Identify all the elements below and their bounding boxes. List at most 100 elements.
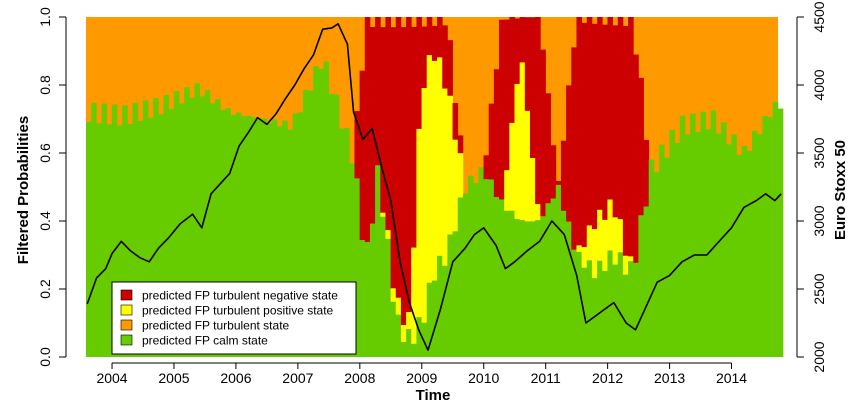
turbulent-negative-bar [385, 17, 391, 231]
probability-bars [86, 17, 784, 358]
calm-bar [302, 89, 309, 357]
calm-bar [540, 216, 546, 357]
calm-bar [344, 128, 350, 357]
turbulent-positive-bar [447, 95, 453, 235]
calm-bar [137, 120, 144, 357]
calm-bar [209, 103, 216, 357]
turbulent-negative-bar [535, 17, 541, 205]
turbulent-negative-bar [411, 26, 417, 248]
legend-label: predicted FP calm state [142, 334, 268, 348]
turbulent-positive-bar [416, 128, 422, 318]
calm-bar [674, 142, 681, 357]
calm-bar [271, 119, 278, 358]
y-left-tick-label: 0.0 [37, 347, 53, 367]
calm-bar [586, 260, 593, 357]
calm-bar [442, 265, 448, 357]
calm-bar [111, 104, 118, 357]
calm-bar [96, 123, 102, 357]
calm-bar [116, 125, 123, 357]
calm-bar [555, 184, 562, 357]
y-axis-right-title: Euro Stoxx 50 [832, 140, 849, 240]
calm-bar [690, 113, 696, 357]
calm-bar [411, 343, 417, 357]
x-axis-title: Time [416, 387, 451, 404]
turbulent-negative-bar [591, 23, 598, 230]
calm-bar [369, 223, 376, 357]
turbulent-negative-bar [493, 69, 500, 198]
turbulent-negative-bar [597, 17, 603, 210]
legend-swatch [120, 334, 133, 346]
y-right-tick-label: 4000 [811, 69, 827, 100]
turbulent-negative-bar [540, 49, 546, 217]
calm-bar [431, 280, 438, 357]
y-right-tick-label: 3000 [811, 205, 827, 236]
turbulent-negative-bar [529, 17, 536, 159]
calm-bar [261, 118, 268, 357]
turbulent-negative-bar [602, 24, 608, 220]
turbulent-negative-bar [576, 17, 583, 246]
calm-bar [163, 94, 170, 357]
calm-bar [731, 134, 737, 357]
turbulent-positive-bar [586, 225, 593, 261]
turbulent-negative-bar [390, 27, 397, 289]
calm-bar [416, 317, 422, 357]
calm-bar [426, 282, 433, 357]
calm-bar [256, 119, 262, 357]
y-right-tick-label: 4500 [811, 1, 827, 32]
turbulent-positive-bar [535, 204, 541, 221]
y-left-tick-label: 0.8 [37, 75, 53, 95]
calm-bar [277, 126, 283, 357]
calm-bar [576, 251, 583, 357]
calm-bar [189, 97, 195, 357]
calm-bar [91, 102, 97, 357]
calm-bar [86, 122, 92, 358]
calm-bar [705, 129, 712, 357]
y-right-tick-label: 2500 [811, 273, 827, 304]
turbulent-negative-bar [426, 17, 433, 56]
turbulent-positive-bar [617, 219, 624, 253]
calm-bar [560, 210, 567, 357]
turbulent-negative-bar [400, 27, 407, 326]
turbulent-positive-bar [504, 170, 510, 211]
calm-bar [168, 109, 175, 358]
calm-bar [318, 68, 324, 357]
turbulent-positive-bar [622, 255, 629, 275]
turbulent-positive-bar [576, 245, 583, 252]
x-tick-label: 2005 [158, 370, 189, 386]
turbulent-negative-bar [566, 85, 572, 222]
turbulent-positive-bar [514, 83, 521, 219]
calm-bar [313, 66, 319, 357]
x-tick-label: 2013 [654, 370, 685, 386]
turbulent-positive-bar [524, 110, 531, 222]
turbulent-negative-bar [638, 77, 644, 216]
turbulent-negative-bar [586, 17, 593, 226]
calm-bar [235, 112, 242, 357]
calm-bar [406, 329, 412, 357]
calm-bar [230, 115, 237, 358]
calm-bar [153, 98, 159, 357]
x-tick-label: 2014 [716, 370, 747, 386]
x-tick-label: 2010 [468, 370, 499, 386]
y-left-tick-label: 0.2 [37, 279, 53, 299]
calm-bar [220, 110, 226, 357]
calm-bar [328, 93, 335, 358]
legend-swatch [120, 319, 133, 331]
turbulent-negative-bar [452, 103, 459, 140]
turbulent-positive-bar [597, 209, 603, 261]
turbulent-negative-bar [395, 17, 402, 298]
turbulent-negative-bar [509, 17, 515, 123]
calm-bar [684, 134, 691, 357]
x-tick-label: 2012 [592, 370, 623, 386]
calm-bar [106, 124, 113, 357]
calm-bar [122, 105, 128, 357]
x-tick-label: 2007 [282, 370, 313, 386]
calm-bar [504, 210, 510, 357]
turbulent-negative-bar [504, 19, 510, 171]
y-left-tick-label: 0.4 [37, 211, 53, 231]
calm-bar [178, 103, 185, 357]
calm-bar [333, 94, 340, 357]
axes: 0.0 0.2 0.4 0.6 0.8 1.0 2000 2500 3000 3500 4000 45… [37, 1, 827, 386]
calm-bar [473, 183, 479, 357]
calm-bar [499, 199, 505, 357]
